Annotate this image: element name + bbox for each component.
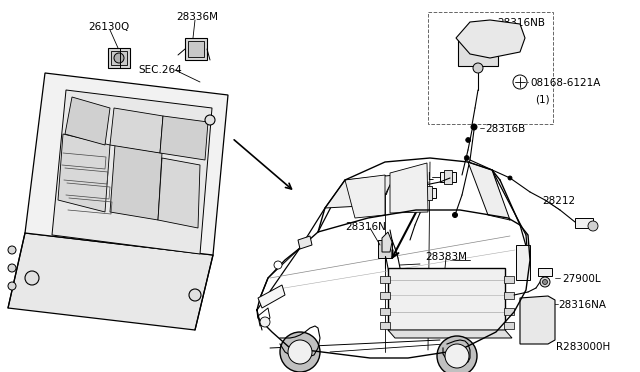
- Bar: [380, 292, 390, 299]
- Polygon shape: [158, 158, 200, 228]
- Circle shape: [508, 176, 512, 180]
- Bar: [444, 170, 452, 184]
- Circle shape: [537, 309, 543, 315]
- Circle shape: [525, 309, 531, 315]
- Bar: [380, 276, 390, 283]
- Polygon shape: [390, 163, 428, 213]
- Polygon shape: [325, 175, 395, 208]
- Circle shape: [445, 344, 469, 368]
- Text: 26130Q: 26130Q: [88, 22, 129, 32]
- Bar: [380, 308, 390, 315]
- Polygon shape: [388, 330, 512, 338]
- Circle shape: [513, 75, 527, 89]
- Bar: [378, 240, 392, 258]
- Circle shape: [452, 212, 458, 218]
- Bar: [428, 12, 553, 124]
- Text: 28316NA: 28316NA: [558, 300, 606, 310]
- Polygon shape: [110, 145, 162, 220]
- Bar: [516, 245, 530, 280]
- Bar: [504, 308, 514, 315]
- Text: 28336M: 28336M: [176, 12, 218, 22]
- Circle shape: [588, 221, 598, 231]
- Circle shape: [473, 63, 483, 73]
- Circle shape: [540, 277, 550, 287]
- Polygon shape: [58, 134, 110, 212]
- Circle shape: [437, 336, 477, 372]
- Circle shape: [464, 155, 469, 160]
- Polygon shape: [520, 296, 555, 344]
- Circle shape: [543, 279, 547, 285]
- Circle shape: [205, 115, 215, 125]
- Circle shape: [114, 53, 124, 63]
- Bar: [388, 268, 505, 330]
- Polygon shape: [160, 116, 208, 160]
- Polygon shape: [468, 162, 510, 220]
- Circle shape: [288, 340, 312, 364]
- Bar: [380, 322, 390, 329]
- Bar: [538, 268, 552, 276]
- Polygon shape: [456, 20, 525, 58]
- Bar: [185, 38, 207, 60]
- Bar: [504, 276, 514, 283]
- Polygon shape: [25, 73, 228, 255]
- Circle shape: [525, 325, 531, 331]
- Bar: [504, 292, 514, 299]
- Bar: [520, 300, 548, 342]
- Text: SEC.264: SEC.264: [138, 65, 182, 75]
- Text: 27900L: 27900L: [378, 187, 416, 197]
- Bar: [440, 172, 456, 182]
- Circle shape: [189, 289, 201, 301]
- Polygon shape: [382, 232, 392, 252]
- Circle shape: [8, 264, 16, 272]
- Bar: [108, 48, 130, 68]
- Circle shape: [8, 282, 16, 290]
- Circle shape: [280, 332, 320, 372]
- Text: 28316NB: 28316NB: [497, 18, 545, 28]
- Polygon shape: [110, 108, 163, 153]
- Circle shape: [25, 271, 39, 285]
- Circle shape: [466, 138, 470, 142]
- Polygon shape: [65, 97, 110, 145]
- Bar: [458, 38, 498, 66]
- Bar: [504, 322, 514, 329]
- Bar: [420, 188, 436, 198]
- Polygon shape: [345, 175, 385, 218]
- Polygon shape: [52, 90, 212, 254]
- Circle shape: [8, 246, 16, 254]
- Circle shape: [260, 317, 270, 327]
- Polygon shape: [298, 236, 312, 249]
- Bar: [111, 51, 127, 65]
- Text: 28383M: 28383M: [425, 252, 467, 262]
- Text: 28212: 28212: [542, 196, 575, 206]
- Polygon shape: [8, 233, 213, 330]
- Circle shape: [471, 124, 477, 130]
- Polygon shape: [258, 285, 285, 308]
- Bar: [188, 41, 204, 57]
- Circle shape: [274, 261, 282, 269]
- Text: R283000H: R283000H: [556, 342, 611, 352]
- Text: 27900L: 27900L: [396, 172, 434, 182]
- Bar: [575, 218, 593, 228]
- Text: 28316B: 28316B: [485, 124, 525, 134]
- Text: 08168-6121A: 08168-6121A: [530, 78, 600, 88]
- Text: (1): (1): [535, 94, 550, 104]
- Text: 28316N: 28316N: [345, 222, 386, 232]
- Text: 27900L: 27900L: [562, 274, 600, 284]
- Bar: [424, 186, 432, 200]
